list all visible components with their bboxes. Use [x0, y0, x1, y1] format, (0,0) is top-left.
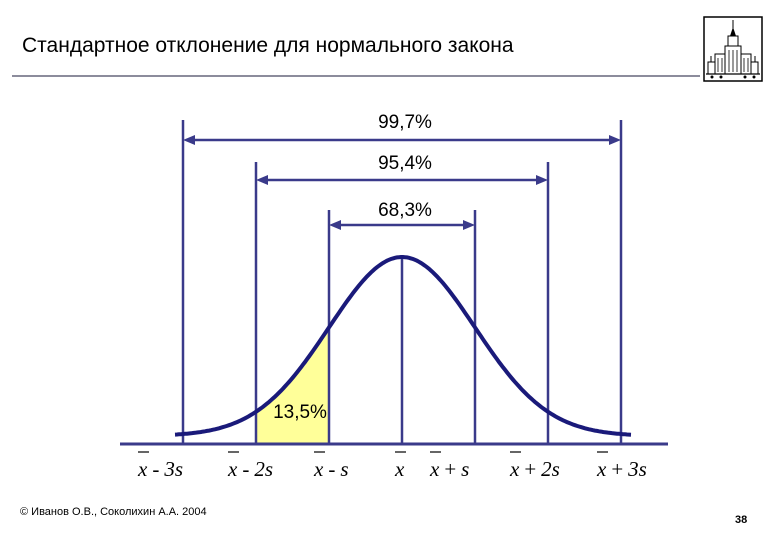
axis-label-op: - — [242, 457, 249, 481]
axis-label-term: s — [461, 457, 469, 481]
interval-arrow-1s — [329, 220, 475, 230]
svg-text:x-3s: x -3s — [137, 457, 183, 481]
interval-label-3s: 99,7% — [378, 112, 432, 133]
axis-label-minus-1s: x-s — [313, 451, 349, 481]
interval-label-2s: 95,4% — [378, 153, 432, 174]
page-title: Стандартное отклонение для нормального з… — [22, 34, 514, 57]
axis-label-var: x — [509, 457, 520, 481]
bell-curve — [174, 255, 632, 437]
axis-label-var: x — [227, 457, 238, 481]
axis-label-term: 3s — [627, 457, 647, 481]
axis-label-term: 3s — [163, 457, 183, 481]
svg-text:x-2s: x -2s — [227, 457, 273, 481]
university-building-icon — [703, 16, 763, 82]
axis-label-op: + — [444, 457, 456, 481]
page-number: 38 — [735, 514, 748, 526]
svg-text:x+s: x + s — [429, 457, 469, 481]
axis-label-op: - — [152, 457, 159, 481]
axis-label-var: x — [596, 457, 607, 481]
axis-label-mean: x — [394, 451, 406, 481]
svg-text:x+3s: x +3s — [596, 457, 647, 481]
axis-label-plus-3s: x +3s — [596, 451, 647, 481]
svg-text:x-s: x-s — [313, 457, 349, 481]
axis-label-op: + — [524, 457, 536, 481]
axis-label-var: x — [313, 457, 324, 481]
interval-arrow-2s — [256, 175, 548, 185]
axis-label-term: 2s — [541, 457, 560, 481]
axis-label-var: x — [429, 457, 440, 481]
axis-label-plus-2s: x +2s — [509, 451, 560, 481]
axis-label-op: + — [611, 457, 623, 481]
shaded-area-label: 13,5% — [273, 402, 327, 423]
title-divider — [12, 75, 700, 77]
axis-label-minus-3s: x -3s — [137, 451, 183, 481]
axis-label-plus-1s: x + s — [429, 451, 469, 481]
interval-label-1s: 68,3% — [378, 200, 432, 221]
svg-text:x: x — [394, 457, 405, 481]
axis-labels: x -3s x -2s x - s x x + s x +2s x +3s — [137, 451, 647, 481]
interval-arrow-3s — [183, 135, 621, 145]
axis-label-term: 2s — [254, 457, 273, 481]
axis-label-op: - — [328, 457, 335, 481]
axis-label-var: x — [137, 457, 148, 481]
interval-arrows — [183, 135, 621, 230]
svg-text:x+2s: x +2s — [509, 457, 560, 481]
copyright-text: © Иванов О.В., Соколихин А.А. 2004 — [20, 506, 207, 518]
axis-label-minus-2s: x -2s — [227, 451, 273, 481]
axis-label-term: s — [340, 457, 348, 481]
axis-label-var: x — [394, 457, 405, 481]
